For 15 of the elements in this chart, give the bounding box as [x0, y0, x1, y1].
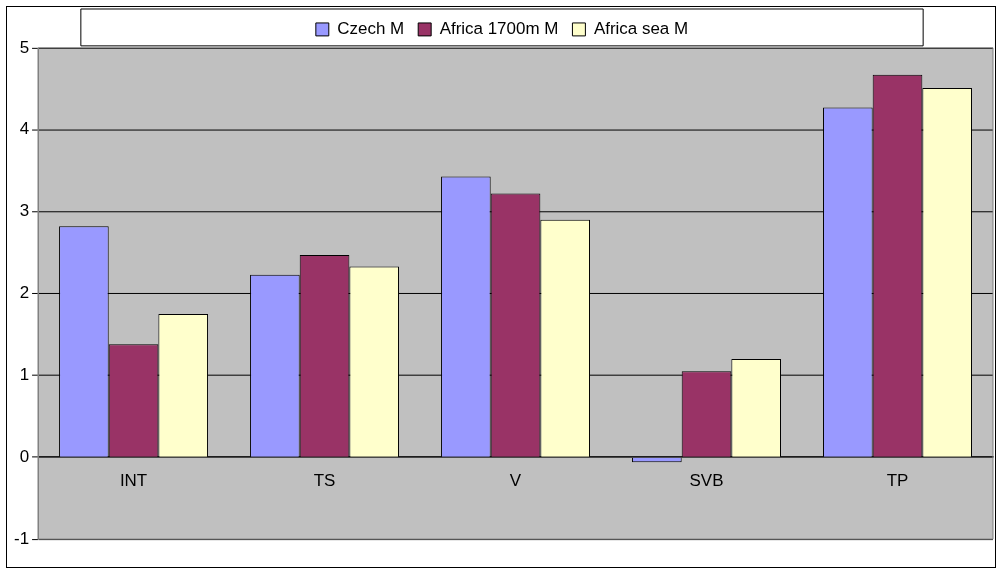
legend-label: Africa 1700m M: [439, 19, 559, 39]
x-tick-label: INT: [119, 471, 148, 491]
legend-label: Czech M: [337, 19, 405, 39]
y-tick-label: 0: [19, 446, 30, 466]
y-tick-label: 4: [19, 119, 30, 139]
legend-label: Africa sea M: [593, 19, 689, 39]
y-tick-label: 2: [19, 283, 30, 303]
y-tick-label: 1: [19, 365, 30, 385]
x-tick-label: V: [509, 471, 522, 491]
y-tick-label: 3: [19, 201, 30, 221]
y-tick-label: 5: [19, 37, 30, 57]
x-tick-label: SVB: [689, 471, 724, 491]
x-tick-label: TP: [886, 471, 909, 491]
x-tick-label: TS: [313, 471, 336, 491]
y-tick-label: -1: [14, 528, 30, 548]
